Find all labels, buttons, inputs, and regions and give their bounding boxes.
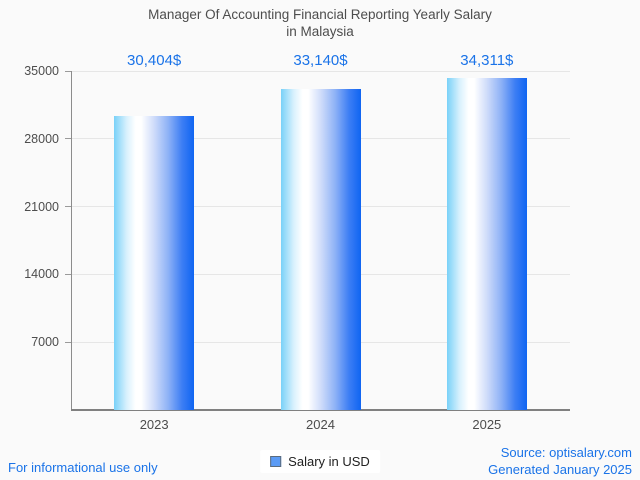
chart-title: Manager Of Accounting Financial Reportin… <box>0 6 640 40</box>
source-line: Source: optisalary.com <box>500 445 632 460</box>
bar-value-label: 34,311$ <box>460 52 514 69</box>
source-text: Source: optisalary.com Generated January… <box>488 444 632 478</box>
y-axis-tick <box>65 138 71 140</box>
bar-2023[interactable] <box>114 115 195 410</box>
y-tick-label: 7000 <box>31 335 59 350</box>
y-tick-label: 28000 <box>24 131 59 146</box>
y-axis-tick <box>65 273 71 275</box>
bar-value-label: 33,140$ <box>293 52 348 69</box>
y-tick-label: 35000 <box>24 64 59 78</box>
chart-title-line1: Manager Of Accounting Financial Reportin… <box>148 7 492 22</box>
y-axis-tick <box>65 341 71 343</box>
y-axis-tick <box>65 70 71 72</box>
y-axis-line <box>71 71 72 410</box>
y-tick-label: 14000 <box>24 267 59 282</box>
x-tick-label: 2023 <box>139 417 169 432</box>
bar-value-label: 30,404$ <box>127 52 182 69</box>
legend-label: Salary in USD <box>288 454 370 469</box>
x-tick-label: 2025 <box>472 417 502 432</box>
x-tick-label: 2024 <box>306 417 335 432</box>
gridline <box>71 70 570 72</box>
legend-swatch-icon <box>270 456 282 467</box>
y-tick-label: 21000 <box>24 199 59 214</box>
x-axis-line <box>71 409 570 411</box>
disclaimer-text: For informational use only <box>8 460 158 475</box>
bar-2024[interactable] <box>280 89 361 410</box>
generated-line: Generated January 2025 <box>488 462 632 477</box>
chart-title-line2: in Malaysia <box>286 24 354 39</box>
y-axis-tick <box>65 206 71 208</box>
bar-2025[interactable] <box>446 77 527 410</box>
legend-item[interactable]: Salary in USD <box>260 450 380 473</box>
